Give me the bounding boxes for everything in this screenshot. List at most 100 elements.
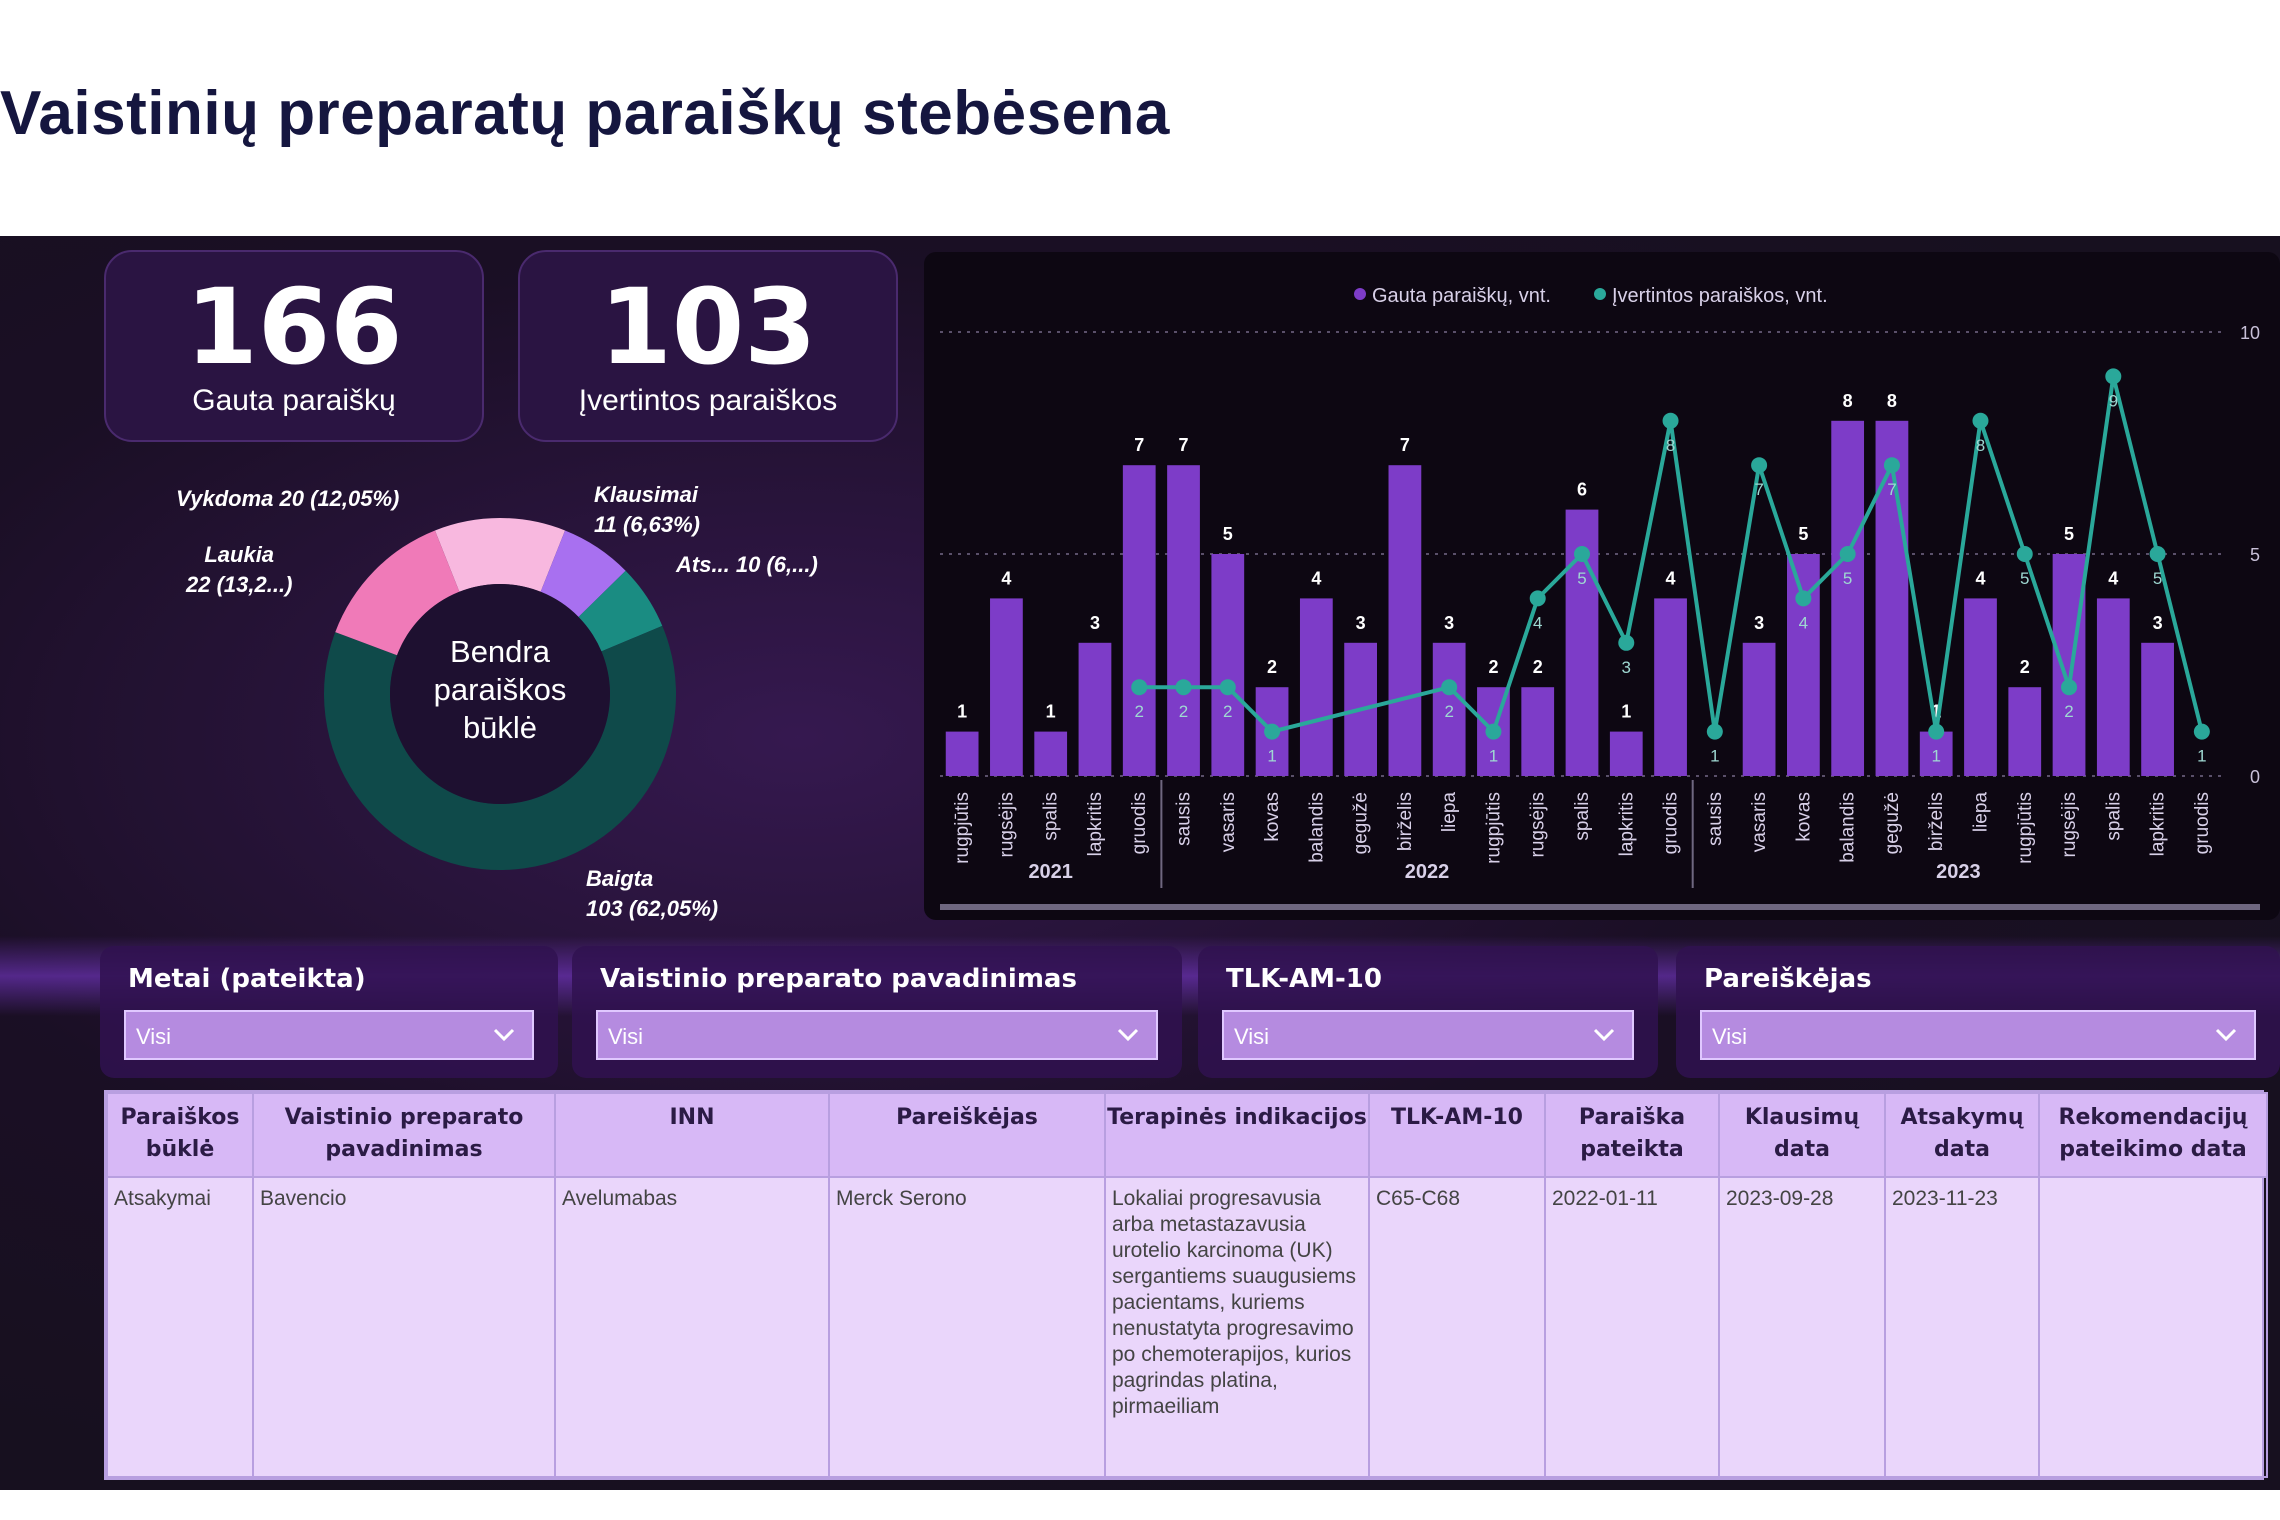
- x-tick-label: liepa: [1970, 792, 1991, 833]
- filter-metai-dropdown[interactable]: Visi: [124, 1010, 534, 1060]
- bar-gauta[interactable]: [1742, 642, 1776, 776]
- filter-metai-title: Metai (pateikta): [128, 964, 366, 994]
- line-point-ivertintos[interactable]: [1662, 412, 1679, 429]
- x-tick-label: gegužė: [1351, 792, 1372, 854]
- monthly-combo-chart: Gauta paraiškų, vnt. Įvertintos paraiško…: [940, 285, 2260, 910]
- line-point-ivertintos[interactable]: [1264, 723, 1281, 740]
- bar-data-label: 1: [1621, 702, 1631, 722]
- x-tick-label: spalis: [1572, 792, 1593, 841]
- line-point-ivertintos[interactable]: [2016, 546, 2033, 562]
- filter-metai-value: Visi: [136, 1024, 172, 1049]
- column-header[interactable]: Terapinės indikacijos: [1104, 1092, 1370, 1178]
- filter-preparatas-dropdown[interactable]: Visi: [596, 1010, 1158, 1060]
- line-point-ivertintos[interactable]: [2061, 679, 2078, 696]
- line-point-ivertintos[interactable]: [1795, 590, 1812, 607]
- bar-gauta[interactable]: [945, 731, 979, 776]
- x-tick-label: birželis: [1395, 792, 1416, 851]
- donut-hole: [390, 584, 610, 804]
- line-point-ivertintos[interactable]: [1618, 634, 1635, 651]
- bar-gauta[interactable]: [1299, 598, 1333, 776]
- filter-preparatas-title: Vaistinio preparato pavadinimas: [600, 964, 1077, 994]
- bar-gauta[interactable]: [1521, 687, 1555, 776]
- bar-data-label: 1: [957, 702, 967, 722]
- line-point-ivertintos[interactable]: [1219, 679, 1236, 696]
- column-header[interactable]: INN: [554, 1092, 830, 1178]
- kpi-card-evaluated: 103 Įvertintos paraiškos: [518, 250, 898, 442]
- line-point-ivertintos[interactable]: [1839, 546, 1856, 562]
- bar-gauta[interactable]: [2052, 554, 2086, 776]
- bar-gauta[interactable]: [1609, 731, 1643, 776]
- line-point-ivertintos[interactable]: [1883, 457, 1900, 474]
- column-header[interactable]: Rekomendacijų pateikimo data: [2038, 1092, 2268, 1178]
- line-point-ivertintos[interactable]: [1131, 679, 1148, 696]
- bar-gauta[interactable]: [2141, 642, 2174, 776]
- column-header[interactable]: Vaistinio preparato pavadinimas: [252, 1092, 556, 1178]
- bar-data-label: 4: [1666, 568, 1676, 588]
- bar-gauta[interactable]: [1654, 598, 1687, 776]
- bar-gauta[interactable]: [1432, 642, 1466, 776]
- bar-gauta[interactable]: [1964, 598, 1997, 776]
- column-header[interactable]: Pareiškėjas: [828, 1092, 1106, 1178]
- column-header[interactable]: TLK-AM-10: [1368, 1092, 1546, 1178]
- applications-table: Paraiškos būklė Vaistinio preparato pava…: [104, 1090, 2268, 1480]
- bar-gauta[interactable]: [1122, 465, 1156, 776]
- bar-data-label: 4: [1001, 568, 1011, 588]
- line-point-ivertintos[interactable]: [2149, 546, 2166, 562]
- x-tick-label: lapkritis: [1085, 792, 1106, 856]
- bar-gauta[interactable]: [1388, 465, 1422, 776]
- donut-slice-baigta[interactable]: [324, 625, 676, 870]
- filter-tlk: TLK-AM-10 Visi: [1198, 946, 1658, 1078]
- dashboard-panel: 166 Gauta paraiškų 103 Įvertintos paraiš…: [0, 236, 2280, 1490]
- line-point-ivertintos[interactable]: [1175, 679, 1192, 696]
- bar-gauta[interactable]: [1167, 465, 1200, 776]
- x-tick-label: spalis: [1041, 792, 1062, 841]
- line-data-label: 4: [1533, 613, 1542, 632]
- bar-gauta[interactable]: [1078, 642, 1112, 776]
- line-point-ivertintos[interactable]: [1529, 590, 1546, 607]
- column-header[interactable]: Atsakymų data: [1884, 1092, 2040, 1178]
- bar-data-label: 5: [1798, 524, 1808, 544]
- line-point-ivertintos[interactable]: [1441, 679, 1458, 696]
- line-point-ivertintos[interactable]: [1751, 457, 1768, 474]
- line-data-label: 2: [2064, 702, 2073, 721]
- cell-product-name: Bavencio: [252, 1176, 556, 1478]
- filter-preparatas-value: Visi: [608, 1024, 644, 1049]
- filter-tlk-title: TLK-AM-10: [1226, 964, 1382, 994]
- bar-data-label: 3: [1754, 613, 1764, 633]
- cell-answers-date: 2023-11-23: [1884, 1176, 2040, 1478]
- bar-gauta[interactable]: [1831, 420, 1865, 776]
- bar-gauta[interactable]: [2096, 598, 2130, 776]
- column-header[interactable]: Paraiška pateikta: [1544, 1092, 1720, 1178]
- table-row[interactable]: Atsakymai Bavencio Avelumabas Merck Sero…: [106, 1176, 2268, 1478]
- bar-gauta[interactable]: [2008, 687, 2042, 776]
- bar-gauta[interactable]: [1034, 731, 1068, 776]
- donut-center-line3: būklė: [463, 710, 537, 745]
- donut-label-ats: Ats... 10 (6,...): [676, 552, 818, 577]
- line-point-ivertintos[interactable]: [1928, 723, 1945, 740]
- bar-gauta[interactable]: [1211, 554, 1245, 776]
- filter-pareiskejas: Pareiškėjas Visi: [1676, 946, 2280, 1078]
- donut-slice-laukia[interactable]: [335, 530, 460, 656]
- bar-gauta[interactable]: [1875, 420, 1909, 776]
- donut-center-line1: Bendra: [450, 634, 551, 669]
- column-header[interactable]: Paraiškos būklė: [106, 1092, 254, 1178]
- line-data-label: 1: [1931, 747, 1940, 766]
- line-point-ivertintos[interactable]: [1706, 723, 1723, 740]
- kpi-label-evaluated: Įvertintos paraiškos: [578, 384, 838, 417]
- line-point-ivertintos[interactable]: [1972, 412, 1989, 429]
- x-tick-label: rugsėjis: [1528, 792, 1549, 857]
- line-point-ivertintos[interactable]: [1574, 546, 1590, 562]
- bar-gauta[interactable]: [990, 598, 1023, 776]
- chart-scrollbar[interactable]: [940, 904, 2260, 910]
- line-point-ivertintos[interactable]: [2105, 368, 2122, 385]
- filter-pareiskejas-dropdown[interactable]: Visi: [1700, 1010, 2256, 1060]
- donut-slice-klausimai[interactable]: [540, 530, 626, 617]
- filter-tlk-dropdown[interactable]: Visi: [1222, 1010, 1634, 1060]
- donut-slice-vykdoma[interactable]: [434, 518, 566, 592]
- column-header[interactable]: Klausimų data: [1718, 1092, 1886, 1178]
- line-point-ivertintos[interactable]: [1485, 723, 1502, 740]
- donut-slice-ats[interactable]: [578, 570, 663, 652]
- chevron-down-icon: [493, 1028, 515, 1042]
- x-tick-label: liepa: [1439, 792, 1460, 833]
- line-point-ivertintos[interactable]: [2193, 723, 2210, 740]
